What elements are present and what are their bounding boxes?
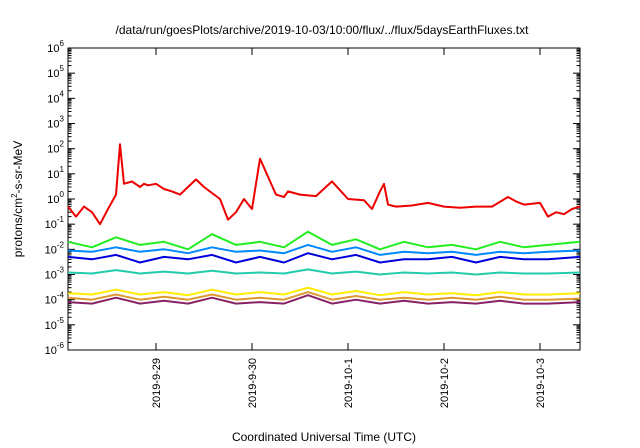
y-tick-label: 101 (47, 165, 64, 181)
y-axis-title: protons/cm2-s-sr-MeV (10, 141, 25, 257)
y-tick-label: 10-5 (45, 316, 65, 332)
y-axis-title-base: protons/cm (11, 198, 25, 257)
y-tick-label: 104 (47, 89, 64, 105)
chart-title: /data/run/goesPlots/archive/2019-10-03/1… (116, 23, 530, 37)
y-tick-label: 10-6 (45, 341, 65, 357)
series-line-8 (67, 294, 581, 305)
x-tick-label: 2019-10-2 (439, 358, 451, 408)
y-tick-label: 100 (47, 190, 64, 206)
x-tick-label: 2019-10-1 (343, 358, 355, 408)
series-line-3 (67, 243, 581, 256)
x-tick-label: 2019-10-3 (535, 358, 547, 408)
y-tick-label: 10-4 (45, 291, 65, 307)
y-tick-label: 103 (47, 115, 64, 131)
series-line-2 (67, 230, 581, 251)
y-tick-label: 102 (47, 140, 64, 156)
x-axis: 2019-9-29 2019-9-30 2019-10-1 2019-10-2 2019… (151, 48, 547, 408)
y-tick-label: 10-3 (45, 266, 65, 282)
series-line-7 (67, 291, 581, 301)
series-line-1 (67, 143, 581, 226)
series-line-4 (67, 252, 581, 264)
series-line-5 (67, 268, 581, 276)
y-tick-label: 105 (47, 64, 64, 80)
y-tick-label: 10-2 (45, 240, 65, 256)
x-tick-label: 2019-9-29 (151, 358, 163, 408)
y-axis: 10-6 10-5 10-4 10-3 10-2 10-1 100 101 102 103 104 1… (45, 39, 580, 357)
x-tick-label: 2019-9-30 (247, 358, 259, 408)
y-axis-title-sup: 2 (10, 193, 19, 198)
series-layer (67, 143, 581, 305)
y-axis-title-rest: -s-sr-MeV (11, 141, 25, 194)
x-axis-title: Coordinated Universal Time (UTC) (232, 430, 416, 444)
series-line-6 (67, 286, 581, 297)
y-tick-label: 106 (47, 39, 64, 55)
y-tick-label: 10-1 (45, 215, 65, 231)
